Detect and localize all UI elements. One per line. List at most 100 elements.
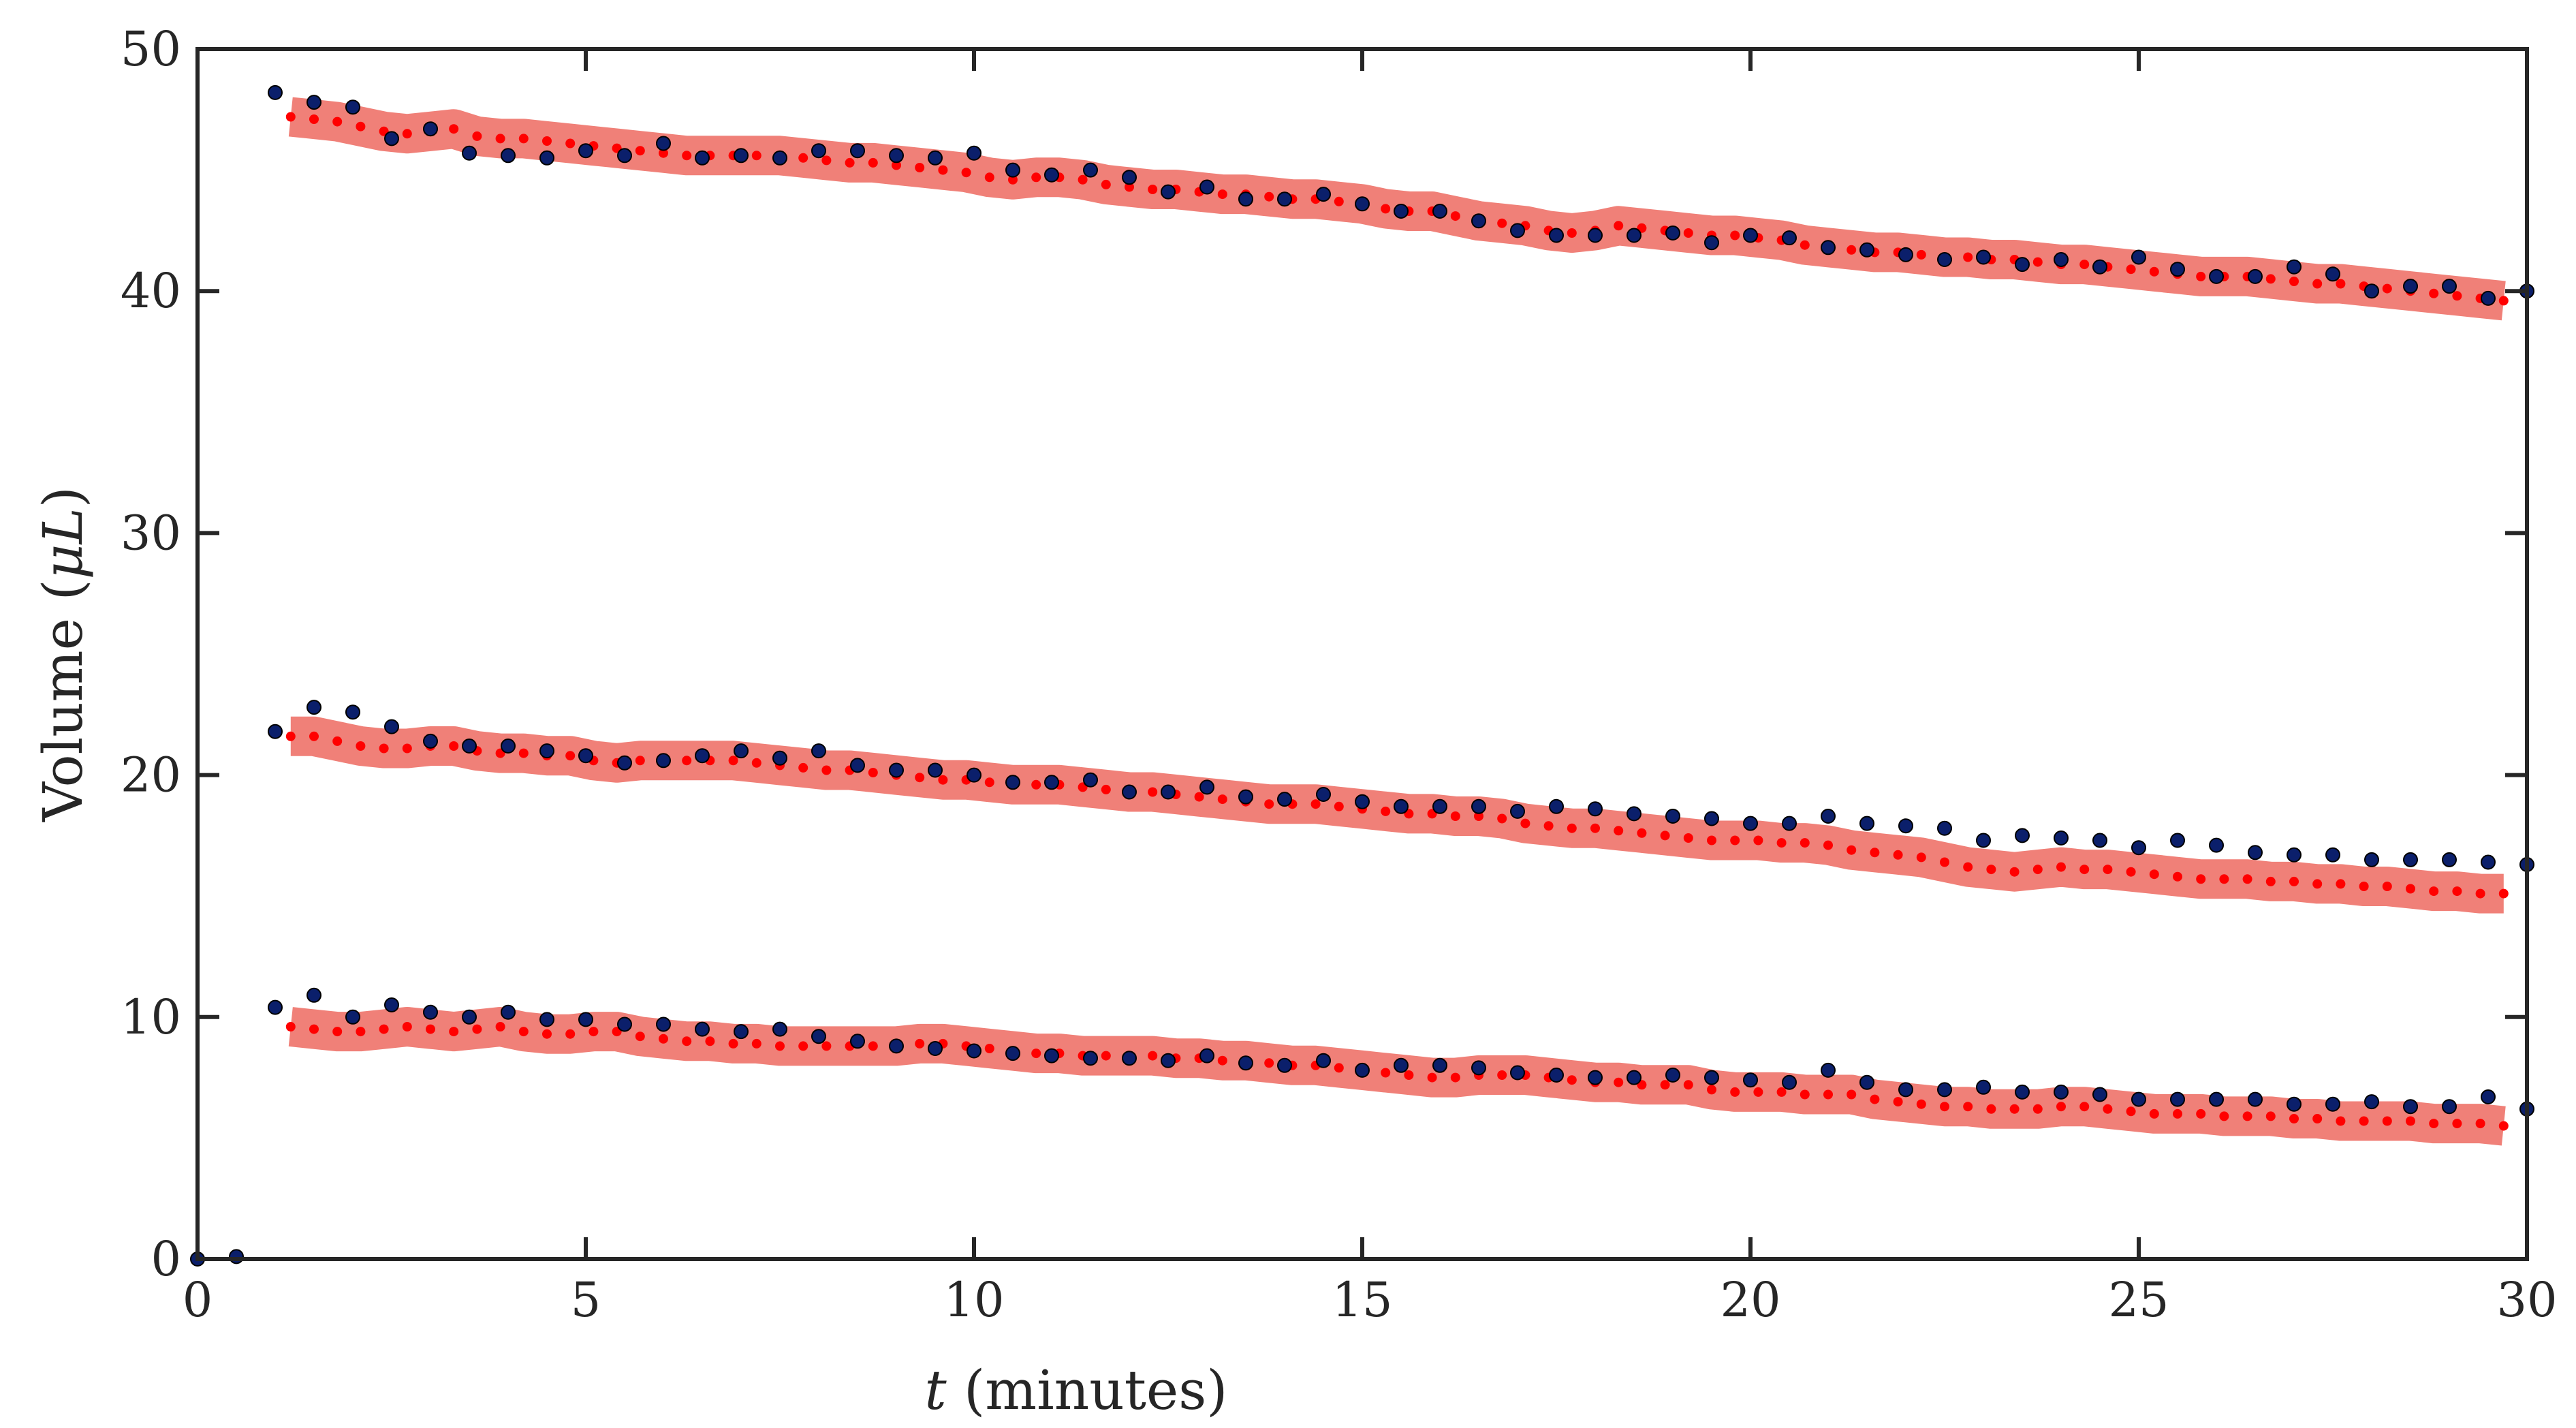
model-point — [1916, 1099, 1926, 1109]
measured-point — [2364, 283, 2379, 299]
measured-point — [268, 999, 283, 1015]
model-point — [2196, 271, 2206, 281]
x-tick-label: 0 — [183, 1272, 213, 1328]
measured-point — [539, 1012, 554, 1027]
measured-point — [1898, 818, 1913, 834]
measured-point — [617, 148, 632, 164]
measured-point — [1743, 228, 1758, 243]
model-point — [356, 121, 366, 131]
measured-point — [462, 1009, 477, 1025]
measured-point — [2325, 266, 2340, 282]
y-axis-label-unit: μL — [31, 508, 95, 579]
model-point — [1148, 787, 1158, 797]
model-point — [2079, 260, 2090, 270]
model-point — [472, 131, 482, 141]
model-point — [565, 751, 576, 761]
model-point — [285, 731, 296, 741]
model-point — [2498, 296, 2509, 306]
model-point — [751, 1038, 761, 1049]
model-point — [2406, 1116, 2415, 1126]
model-point — [1893, 1097, 1903, 1107]
measured-point — [2015, 1084, 2030, 1100]
model-point — [402, 743, 412, 754]
measured-point — [1859, 242, 1874, 258]
model-point — [2056, 1102, 2066, 1112]
measured-point — [1044, 167, 1059, 183]
model-point — [1031, 1049, 1041, 1059]
y-tick-label: 30 — [121, 505, 181, 561]
model-point — [728, 1038, 738, 1049]
measured-point — [734, 743, 749, 759]
tick-labels: 0 5 10 15 20 25 30 0 10 20 30 40 50 — [121, 21, 2558, 1328]
measured-point — [2131, 1091, 2146, 1107]
measured-point — [1782, 230, 1797, 246]
measured-point — [1277, 191, 1292, 207]
measured-point — [1588, 228, 1603, 243]
model-point — [635, 1031, 645, 1042]
model-point — [938, 165, 948, 175]
model-point — [1148, 185, 1158, 194]
model-point — [1847, 245, 1857, 255]
model-point — [2429, 886, 2439, 897]
measured-point — [850, 1034, 865, 1049]
model-point — [2242, 874, 2252, 884]
measured-point — [1743, 1072, 1758, 1088]
measured-point — [850, 758, 865, 773]
measured-point — [501, 148, 516, 164]
model-point — [1217, 1055, 1227, 1066]
model-point — [2173, 1108, 2182, 1119]
model-point — [2009, 1104, 2020, 1114]
model-point — [1334, 1063, 1344, 1073]
model-point — [1683, 1080, 1693, 1090]
model-point — [961, 168, 971, 178]
model-point — [821, 155, 832, 166]
measured-point — [2209, 837, 2224, 853]
measured-point — [2364, 1094, 2379, 1110]
model-point — [1497, 1070, 1507, 1080]
measured-point — [1005, 775, 1020, 790]
model-point — [1543, 821, 1554, 831]
measured-point — [2287, 259, 2302, 275]
model-point — [868, 1041, 878, 1051]
measured-point — [423, 121, 438, 137]
model-point — [2032, 257, 2043, 267]
model-point — [1847, 845, 1857, 855]
model-point — [821, 1041, 832, 1051]
model-point — [2009, 867, 2020, 877]
measured-point — [2481, 854, 2496, 870]
model-point — [1567, 1075, 1577, 1085]
measured-point — [1161, 784, 1176, 800]
model-point — [2126, 264, 2136, 275]
model-point — [1264, 799, 1274, 809]
measured-point — [1471, 1060, 1486, 1076]
model-point — [542, 1029, 552, 1039]
model-point — [1707, 1085, 1716, 1095]
model-point — [2429, 288, 2439, 298]
measured-point — [1122, 1051, 1137, 1066]
model-point — [1101, 1051, 1111, 1061]
model-point — [1217, 189, 1227, 200]
measured-point — [1394, 204, 1409, 219]
model-point — [1614, 221, 1624, 231]
model-point — [892, 160, 901, 170]
x-axis-unit: (minutes) — [947, 1359, 1228, 1422]
measured-point — [967, 767, 981, 783]
measured-point — [1394, 1057, 1409, 1073]
measured-point — [1782, 816, 1797, 831]
measured-point — [1432, 204, 1447, 219]
measured-point — [2054, 252, 2069, 267]
measured-point — [1238, 191, 1253, 207]
y-axis-label: Volume (μL) — [31, 486, 95, 822]
model-point — [2359, 882, 2369, 891]
model-point — [2126, 1106, 2136, 1117]
model-point — [1125, 182, 1134, 192]
x-tick-label: 20 — [1720, 1272, 1780, 1328]
y-tick-label: 40 — [121, 263, 181, 319]
model-point — [309, 731, 319, 741]
measured-point — [2054, 1084, 2069, 1100]
measured-point — [462, 145, 477, 161]
model-point — [2265, 1111, 2276, 1121]
model-point — [495, 1022, 505, 1031]
measured-point — [2248, 845, 2263, 860]
